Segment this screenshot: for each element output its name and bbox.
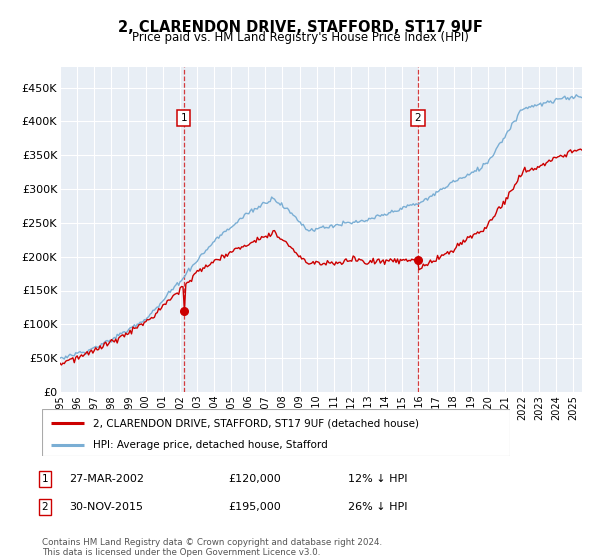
Text: Price paid vs. HM Land Registry's House Price Index (HPI): Price paid vs. HM Land Registry's House … bbox=[131, 31, 469, 44]
Text: 27-MAR-2002: 27-MAR-2002 bbox=[69, 474, 144, 484]
FancyBboxPatch shape bbox=[42, 409, 510, 456]
Text: Contains HM Land Registry data © Crown copyright and database right 2024.
This d: Contains HM Land Registry data © Crown c… bbox=[42, 538, 382, 557]
Text: 30-NOV-2015: 30-NOV-2015 bbox=[69, 502, 143, 512]
Text: 2, CLARENDON DRIVE, STAFFORD, ST17 9UF (detached house): 2, CLARENDON DRIVE, STAFFORD, ST17 9UF (… bbox=[94, 418, 419, 428]
Text: 2, CLARENDON DRIVE, STAFFORD, ST17 9UF: 2, CLARENDON DRIVE, STAFFORD, ST17 9UF bbox=[118, 20, 482, 35]
Text: HPI: Average price, detached house, Stafford: HPI: Average price, detached house, Staf… bbox=[94, 440, 328, 450]
Text: 2: 2 bbox=[415, 113, 421, 123]
Text: £120,000: £120,000 bbox=[228, 474, 281, 484]
Text: 26% ↓ HPI: 26% ↓ HPI bbox=[348, 502, 407, 512]
Text: 2: 2 bbox=[41, 502, 49, 512]
Text: 1: 1 bbox=[41, 474, 49, 484]
Text: 12% ↓ HPI: 12% ↓ HPI bbox=[348, 474, 407, 484]
Text: £195,000: £195,000 bbox=[228, 502, 281, 512]
Text: 1: 1 bbox=[181, 113, 187, 123]
